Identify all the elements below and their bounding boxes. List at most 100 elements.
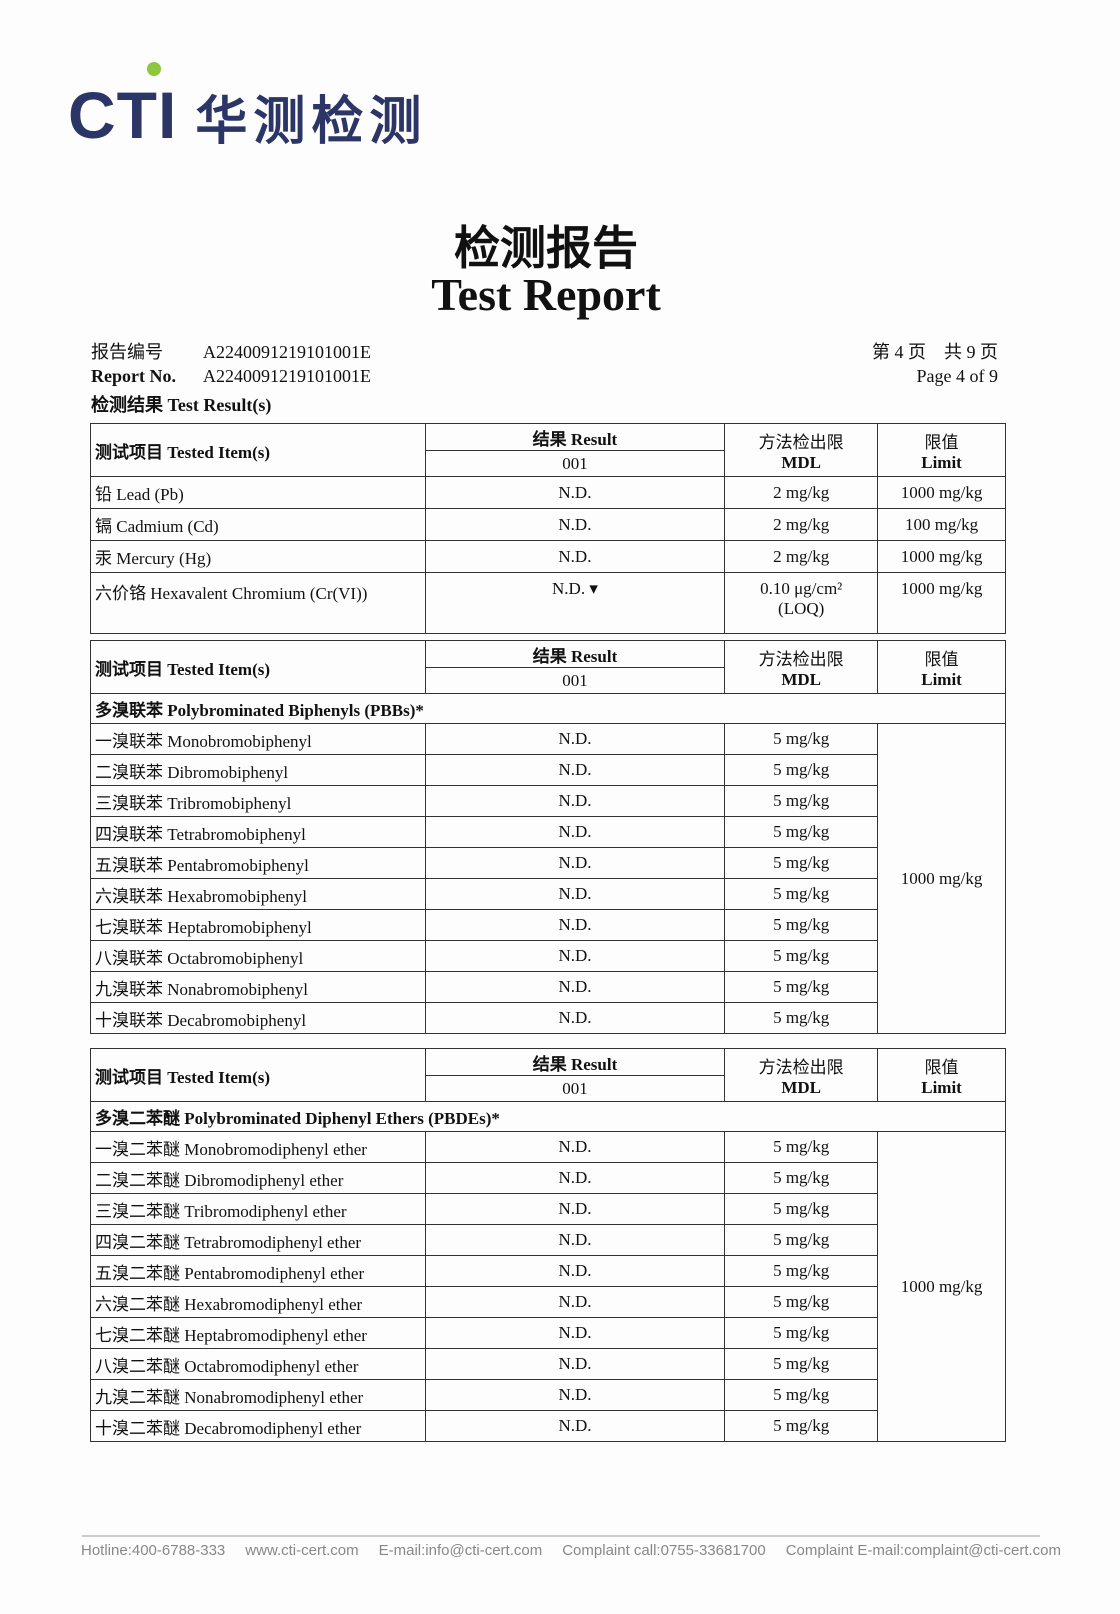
pbb-table: 测试项目 Tested Item(s) 结果 Result 方法检出限 MDL 限…	[90, 639, 1006, 1034]
mdl: 5 mg/kg	[724, 940, 879, 972]
mdl: 5 mg/kg	[724, 971, 879, 1003]
table-row: 铅 Lead (Pb) N.D. 2 mg/kg 1000 mg/kg	[90, 476, 1006, 509]
result: N.D.	[424, 1348, 726, 1380]
mdl: 2 mg/kg	[724, 508, 879, 541]
item: 八溴二苯醚 Octabromodiphenyl ether	[90, 1348, 426, 1380]
header-limit: 限值 Limit	[877, 1048, 1006, 1102]
footer-website: www.cti-cert.com	[245, 1542, 359, 1559]
header-limit: 限值 Limit	[877, 423, 1006, 477]
item: 七溴联苯 Heptabromobiphenyl	[90, 909, 426, 941]
result: N.D. ▾	[424, 572, 726, 634]
item: 十溴联苯 Decabromobiphenyl	[90, 1002, 426, 1034]
header-tested-item: 测试项目 Tested Item(s)	[90, 423, 426, 477]
result: N.D.	[424, 1002, 726, 1034]
table-row: 九溴二苯醚 Nonabromodiphenyl ether N.D. 5 mg/kg	[90, 1379, 1006, 1411]
result: N.D.	[424, 1410, 726, 1442]
group-label: 多溴联苯 Polybrominated Biphenyls (PBBs)*	[90, 693, 1006, 724]
table-row: 六溴二苯醚 Hexabromodiphenyl ether N.D. 5 mg/kg	[90, 1286, 1006, 1318]
header-result: 结果 Result	[424, 422, 726, 452]
mdl: 5 mg/kg	[724, 847, 879, 879]
item: 六价铬 Hexavalent Chromium (Cr(VI))	[90, 572, 426, 634]
limit-cn: 限值	[924, 1057, 959, 1077]
header-result: 结果 Result	[424, 639, 726, 669]
item: 三溴二苯醚 Tribromodiphenyl ether	[90, 1193, 426, 1225]
header-limit: 限值 Limit	[877, 640, 1006, 694]
limit: 1000 mg/kg	[877, 1131, 1006, 1442]
footer: Hotline:400-6788-333 www.cti-cert.com E-…	[81, 1542, 1061, 1559]
table-row: 五溴联苯 Pentabromobiphenyl N.D. 5 mg/kg	[90, 847, 1006, 879]
logo-dot-icon	[147, 62, 161, 76]
limit-en: Limit	[921, 452, 962, 472]
item: 八溴联苯 Octabromobiphenyl	[90, 940, 426, 972]
result: N.D.	[424, 723, 726, 755]
table-row: 汞 Mercury (Hg) N.D. 2 mg/kg 1000 mg/kg	[90, 540, 1006, 573]
result: N.D.	[424, 540, 726, 573]
item: 四溴二苯醚 Tetrabromodiphenyl ether	[90, 1224, 426, 1256]
table-header: 测试项目 Tested Item(s) 结果 Result 方法检出限 MDL 限…	[90, 422, 1006, 477]
results-label: 检测结果 Test Result(s)	[91, 395, 272, 415]
title-en: Test Report	[431, 269, 661, 320]
item: 九溴二苯醚 Nonabromodiphenyl ether	[90, 1379, 426, 1411]
result: N.D.	[424, 754, 726, 786]
header-mdl: 方法检出限 MDL	[724, 1048, 879, 1102]
header-sample: 001	[424, 667, 726, 694]
limit: 1000 mg/kg	[877, 476, 1006, 509]
mdl: 5 mg/kg	[724, 1193, 879, 1225]
table-row: 镉 Cadmium (Cd) N.D. 2 mg/kg 100 mg/kg	[90, 508, 1006, 541]
mdl-en: MDL	[781, 1077, 822, 1097]
table-row: 四溴二苯醚 Tetrabromodiphenyl ether N.D. 5 mg/k…	[90, 1224, 1006, 1256]
result: N.D.	[424, 1317, 726, 1349]
limit-en: Limit	[921, 1077, 962, 1097]
table-row: 一溴二苯醚 Monobromodiphenyl ether N.D. 5 mg/kg…	[90, 1131, 1006, 1442]
report-no-value-en: A2240091219101001E	[203, 366, 371, 386]
result: N.D.	[424, 508, 726, 541]
mdl: 5 mg/kg	[724, 1317, 879, 1349]
item: 二溴二苯醚 Dibromodiphenyl ether	[90, 1162, 426, 1194]
item: 九溴联苯 Nonabromobiphenyl	[90, 971, 426, 1003]
table-row: 二溴二苯醚 Dibromodiphenyl ether N.D. 5 mg/kg	[90, 1162, 1006, 1194]
mdl-cn: 方法检出限	[758, 432, 844, 452]
table-row: 八溴联苯 Octabromobiphenyl N.D. 5 mg/kg	[90, 940, 1006, 972]
mdl: 5 mg/kg	[724, 909, 879, 941]
result: N.D.	[424, 1255, 726, 1287]
table-row: 三溴二苯醚 Tribromodiphenyl ether N.D. 5 mg/kg	[90, 1193, 1006, 1225]
table-row: 十溴二苯醚 Decabromodiphenyl ether N.D. 5 mg/kg	[90, 1410, 1006, 1442]
table-row: 九溴联苯 Nonabromobiphenyl N.D. 5 mg/kg	[90, 971, 1006, 1003]
result: N.D.	[424, 1162, 726, 1194]
table-header: 测试项目 Tested Item(s) 结果 Result 方法检出限 MDL 限…	[90, 1047, 1006, 1102]
mdl: 5 mg/kg	[724, 1224, 879, 1256]
footer-complaint-email: Complaint E-mail:complaint@cti-cert.com	[785, 1542, 1061, 1559]
footer-complaint-call: Complaint call:0755-33681700	[562, 1542, 766, 1559]
report-no-label-en: Report No.	[91, 366, 176, 386]
table-row: 一溴联苯 Monobromobiphenyl N.D. 5 mg/kg 1000 mg…	[90, 723, 1006, 1034]
result: N.D.	[424, 1379, 726, 1411]
table-row: 十溴联苯 Decabromobiphenyl N.D. 5 mg/kg	[90, 1002, 1006, 1034]
report-no-label-cn: 报告编号	[91, 342, 163, 362]
mdl: 5 mg/kg	[724, 1131, 879, 1163]
page-indicator: 第 4 页 共 9 页 Page 4 of 9	[872, 340, 998, 388]
page-cn: 第 4 页 共 9 页	[872, 342, 998, 362]
mdl: 5 mg/kg	[724, 785, 879, 817]
page-en: Page 4 of 9	[916, 366, 998, 386]
result: N.D.	[424, 816, 726, 848]
item: 铅 Lead (Pb)	[90, 476, 426, 509]
mdl-en: MDL	[781, 669, 822, 689]
table-row: 二溴联苯 Dibromobiphenyl N.D. 5 mg/kg	[90, 754, 1006, 786]
table-row: 三溴联苯 Tribromobiphenyl N.D. 5 mg/kg	[90, 785, 1006, 817]
logo-cn-text: 华测检测	[195, 92, 428, 152]
table-row: 五溴二苯醚 Pentabromodiphenyl ether N.D. 5 mg/k…	[90, 1255, 1006, 1287]
mdl: 2 mg/kg	[724, 540, 879, 573]
report-number: 报告编号 A2240091219101001E Report No. A224009…	[91, 340, 371, 388]
item: 四溴联苯 Tetrabromobiphenyl	[90, 816, 426, 848]
item: 六溴二苯醚 Hexabromodiphenyl ether	[90, 1286, 426, 1318]
mdl: 5 mg/kg	[724, 1162, 879, 1194]
header-mdl: 方法检出限 MDL	[724, 423, 879, 477]
table-row: 七溴联苯 Heptabromobiphenyl N.D. 5 mg/kg	[90, 909, 1006, 941]
mdl-value: 0.10 μg/cm²	[760, 579, 843, 598]
table-row: 六溴联苯 Hexabromobiphenyl N.D. 5 mg/kg	[90, 878, 1006, 910]
mdl: 5 mg/kg	[724, 1379, 879, 1411]
group-label: 多溴二苯醚 Polybrominated Diphenyl Ethers (PB…	[90, 1101, 1006, 1132]
header-sample: 001	[424, 450, 726, 477]
mdl: 2 mg/kg	[724, 476, 879, 509]
mdl: 5 mg/kg	[724, 754, 879, 786]
